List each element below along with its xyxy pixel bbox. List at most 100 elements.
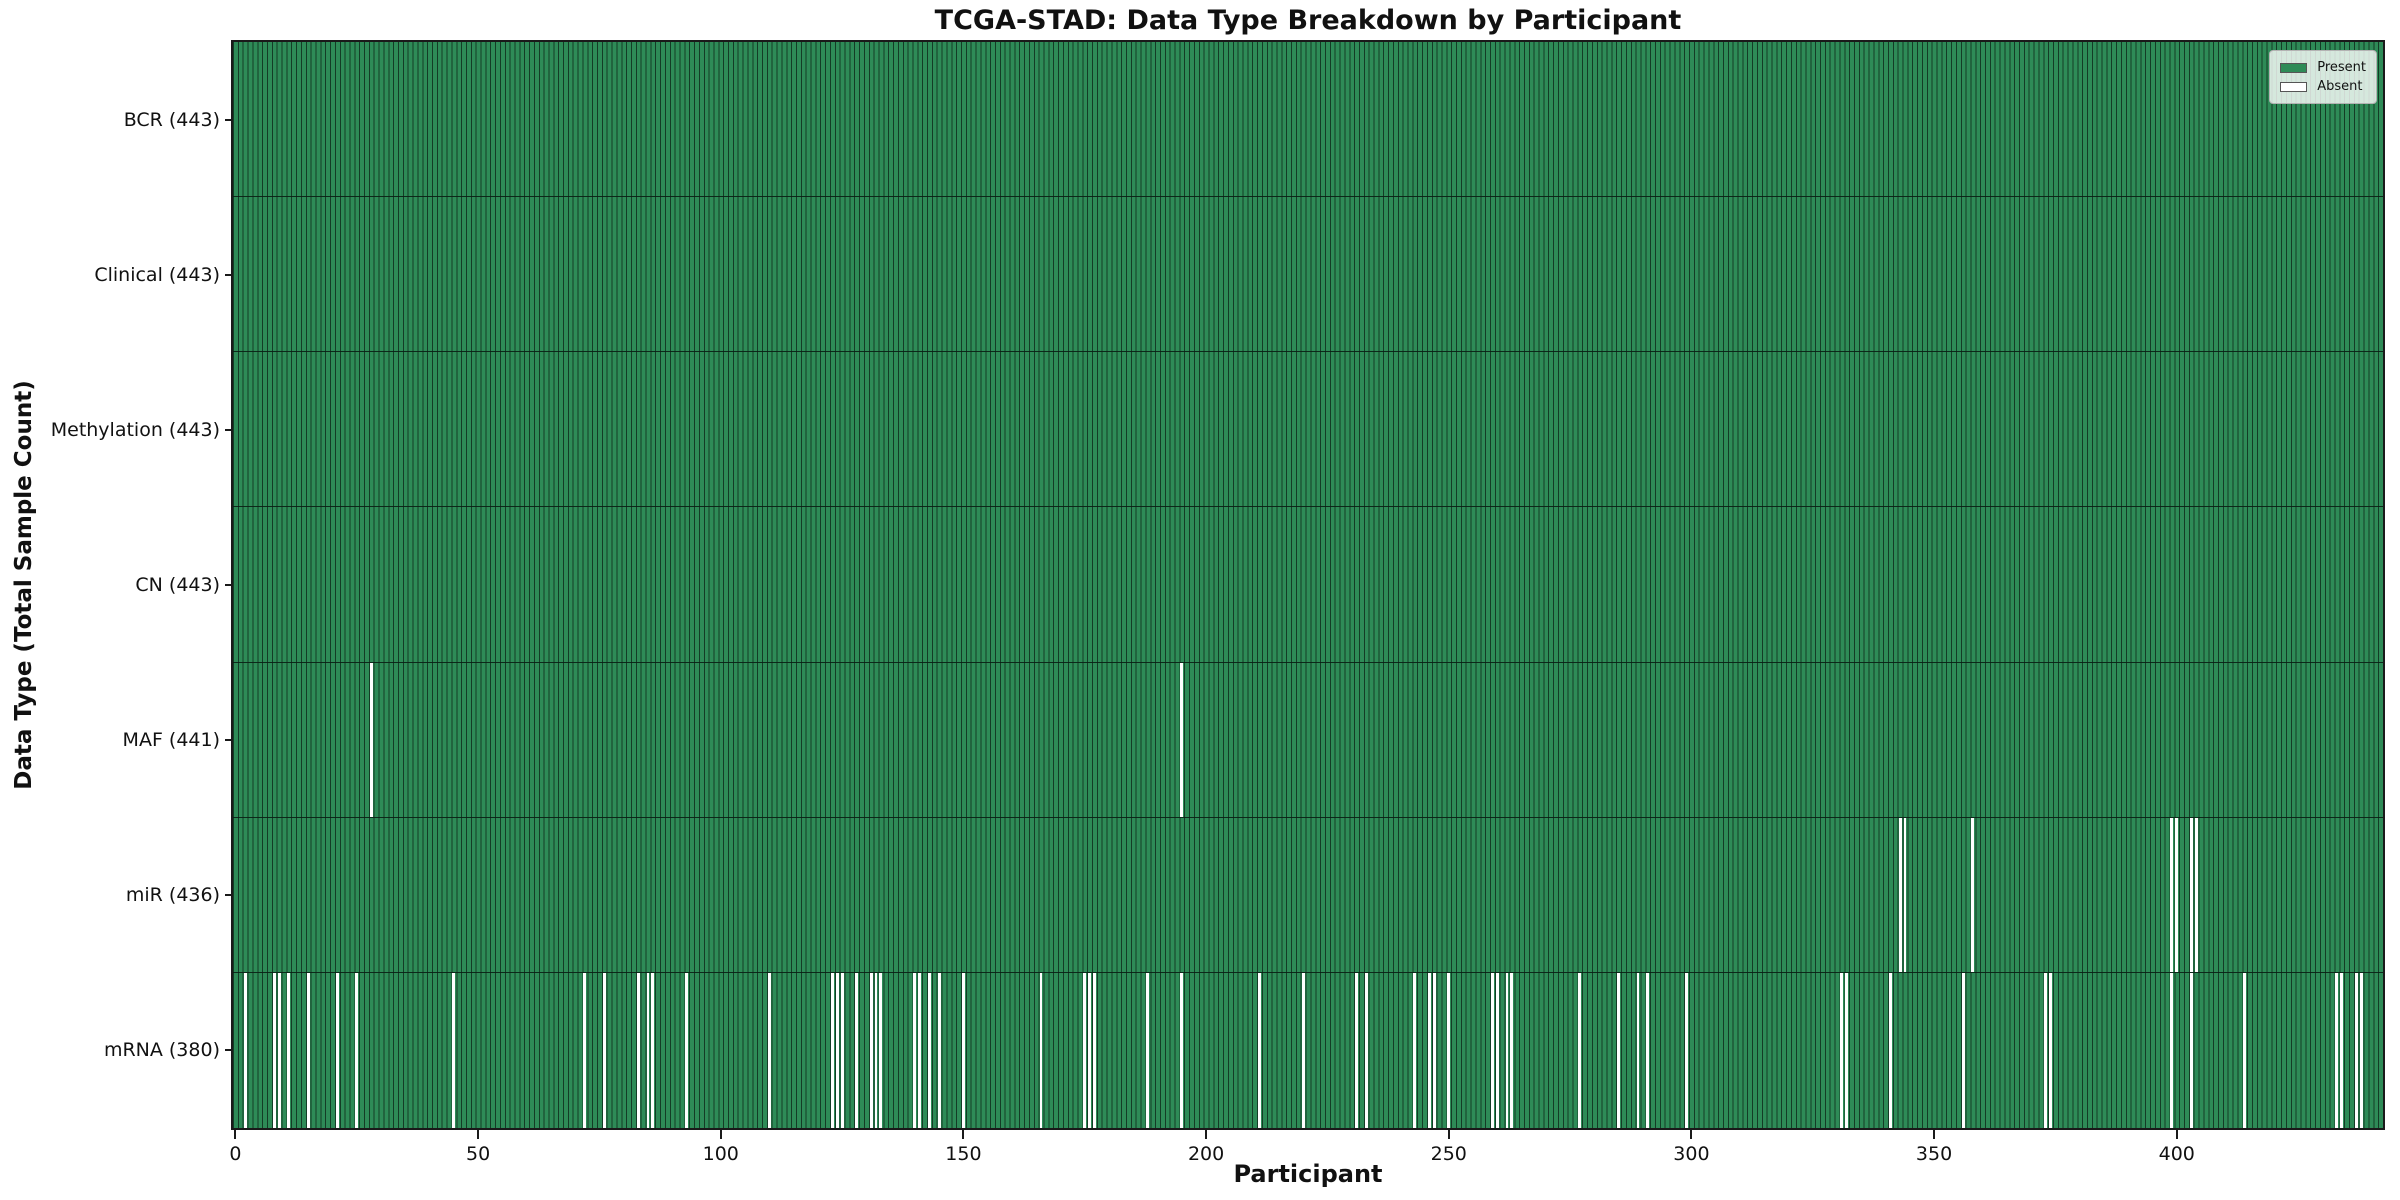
absent-cell [1364, 972, 1368, 1128]
absent-cell [913, 972, 917, 1128]
legend-label: Present [2317, 60, 2366, 75]
absent-cell [1039, 972, 1043, 1128]
y-tick-label-bcr: BCR (443) [123, 108, 220, 131]
y-tick-label-mir: miR (436) [125, 884, 220, 907]
absent-cell [2189, 817, 2193, 972]
heatmap-row-bcr [233, 42, 2383, 198]
absent-cell [287, 972, 291, 1128]
absent-cell [1685, 972, 1688, 1128]
y-tick-mark [225, 118, 233, 121]
absent-cell [243, 972, 247, 1128]
absent-cell [452, 972, 456, 1128]
absent-cell [2170, 972, 2174, 1128]
absent-cell [1355, 972, 1358, 1128]
heatmap-row-mir [233, 817, 2383, 973]
absent-cell [1093, 972, 1096, 1128]
absent-cell [2044, 972, 2048, 1128]
absent-cell [767, 972, 771, 1128]
legend-swatch-absent [2280, 81, 2308, 92]
absent-cell [1146, 972, 1150, 1128]
absent-cell [1432, 972, 1436, 1128]
absent-cell [272, 972, 276, 1128]
x-tick-mark [1933, 1130, 1936, 1139]
x-axis: 0 50 100 150 200 250 300 350 400 [229, 1130, 2383, 1190]
absent-cell [369, 662, 373, 817]
x-tick-mark [1447, 1130, 1450, 1139]
absent-cell [306, 972, 310, 1128]
y-tick-label-maf: MAF (441) [122, 729, 220, 752]
absent-cell [918, 972, 922, 1128]
absent-cell [1083, 972, 1087, 1128]
absent-cell [1617, 972, 1621, 1128]
legend: Present Absent [2269, 50, 2377, 104]
x-tick-mark [477, 1130, 480, 1139]
absent-cell [335, 972, 339, 1128]
absent-cell [583, 972, 587, 1128]
absent-cell [651, 972, 655, 1128]
x-tick-label: 100 [702, 1143, 739, 1165]
absent-cell [1447, 972, 1451, 1128]
absent-cell [2049, 972, 2052, 1128]
legend-swatch-present [2280, 62, 2308, 73]
absent-cell [1427, 972, 1431, 1128]
absent-cell [1845, 972, 1849, 1128]
absent-cell [2175, 817, 2179, 972]
absent-cell [2335, 972, 2339, 1128]
absent-cell [1961, 972, 1965, 1128]
absent-cell [685, 972, 689, 1128]
y-axis: BCR (443) Clinical (443) Methylation (443)… [0, 42, 233, 1128]
y-tick-label-mrna: mRNA (380) [103, 1039, 220, 1062]
x-tick-label: 350 [1915, 1143, 1953, 1165]
chart-title: TCGA-STAD: Data Type Breakdown by Partic… [934, 5, 1682, 36]
y-tick-mark [225, 428, 233, 431]
absent-cell [602, 972, 606, 1128]
absent-cell [2359, 972, 2363, 1128]
y-tick-label-cn: CN (443) [135, 574, 220, 596]
x-tick-mark [719, 1130, 722, 1139]
absent-cell [2354, 972, 2358, 1128]
heatmap-row-methylation [233, 352, 2383, 508]
heatmap-row-cn [233, 507, 2383, 663]
y-tick-mark [225, 1049, 233, 1052]
y-tick-label-clinical: Clinical (443) [94, 263, 220, 286]
absent-cell [2170, 817, 2174, 972]
absent-cell [1490, 972, 1494, 1128]
heatmap-row-mrna [233, 972, 2383, 1128]
absent-cell [1088, 972, 1092, 1128]
absent-cell [1413, 972, 1417, 1128]
absent-cell [855, 972, 859, 1128]
absent-cell [1898, 817, 1902, 972]
absent-cell [2340, 972, 2344, 1128]
x-axis-label: Participant [1233, 1160, 1383, 1188]
x-tick-mark [2175, 1130, 2178, 1139]
absent-cell [840, 972, 844, 1128]
y-tick-label-methylation: Methylation (443) [50, 418, 220, 441]
absent-cell [874, 972, 878, 1128]
x-tick-mark [962, 1130, 965, 1139]
x-tick-label: 150 [945, 1143, 982, 1165]
absent-cell [355, 972, 359, 1128]
heatmap-row-clinical [233, 197, 2383, 353]
absent-cell [961, 972, 965, 1128]
y-tick-mark [225, 584, 233, 586]
absent-cell [1646, 972, 1650, 1128]
legend-entry-absent: Absent [2280, 79, 2366, 94]
y-tick-mark [225, 739, 233, 742]
x-tick-label: 50 [465, 1143, 491, 1165]
absent-cell [1495, 972, 1499, 1128]
absent-cell [1180, 972, 1184, 1128]
x-tick-label: 0 [229, 1143, 242, 1165]
absent-cell [835, 972, 839, 1128]
absent-cell [1888, 972, 1892, 1128]
heatmap-row-maf [233, 662, 2383, 818]
absent-cell [830, 972, 834, 1128]
absent-cell [1505, 972, 1509, 1128]
absent-cell [646, 972, 650, 1128]
absent-cell [636, 972, 640, 1128]
absent-cell [277, 972, 281, 1128]
absent-cell [1903, 817, 1907, 972]
absent-cell [1971, 817, 1975, 972]
absent-cell [879, 972, 883, 1128]
absent-cell [1578, 972, 1582, 1128]
